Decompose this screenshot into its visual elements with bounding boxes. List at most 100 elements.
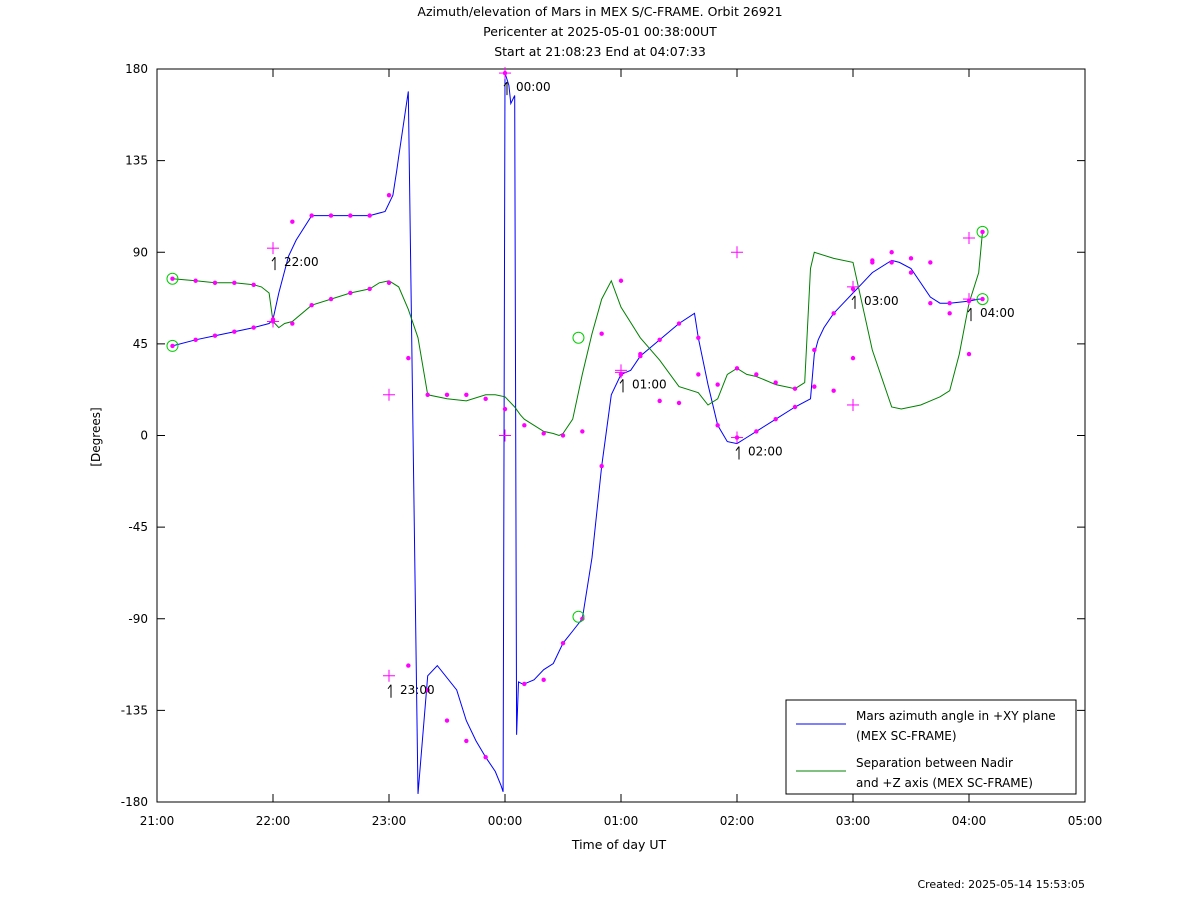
data-point [290,219,295,224]
data-point [715,423,720,428]
chart-title: Azimuth/elevation of Mars in MEX S/C-FRA… [417,4,783,19]
y-tick-label: -180 [121,795,148,809]
x-tick-label: 03:00 [836,814,871,828]
data-point [367,213,372,218]
data-point [831,311,836,316]
data-point [464,392,469,397]
data-point [170,276,175,281]
x-tick-label: 22:00 [256,814,291,828]
data-point [870,260,875,265]
data-point [980,296,985,302]
data-point [290,321,295,326]
y-tick-label: 0 [140,429,148,443]
data-point [947,311,952,316]
y-axis-label: [Degrees] [89,407,103,467]
data-point [232,280,237,285]
data-point [966,351,972,357]
legend-box [785,699,1077,795]
data-point [444,718,450,723]
data-point [406,663,411,668]
time-annotation: 02:00 [748,445,783,459]
data-point [889,250,894,255]
data-point [444,392,450,397]
annotation-pointer [735,446,740,451]
x-tick-label: 05:00 [1068,814,1103,828]
data-point [980,229,985,235]
data-point [850,355,856,361]
data-point [831,388,836,393]
data-point [812,384,817,389]
data-point [309,302,314,308]
x-tick-label: 04:00 [952,814,987,828]
data-point [696,335,701,340]
x-tick-label: 23:00 [372,814,407,828]
data-point [193,278,198,283]
data-point [386,193,392,198]
data-point [309,213,314,218]
data-point [251,282,256,288]
chart-subtitle-start-end: Start at 21:08:23 End at 04:07:33 [494,44,706,59]
x-tick-label: 00:00 [488,814,523,828]
data-point [754,429,759,434]
event-circle-marker [976,293,989,306]
data-point [696,372,701,377]
chart-subtitle-pericenter: Pericenter at 2025-05-01 00:38:00UT [483,24,717,39]
data-point [908,256,914,261]
data-point [170,343,175,349]
data-point [928,260,933,265]
data-point [947,300,952,306]
data-point [522,681,527,687]
annotation-pointer [619,379,624,384]
data-point [638,351,643,357]
plot-frame [156,68,1086,803]
data-point [502,406,508,412]
annotation-pointer [851,295,856,301]
event-circle-marker [572,331,585,344]
data-point [193,337,198,343]
x-axis-label: Time of day UT [571,837,667,852]
time-annotation: 00:00 [516,80,551,94]
data-point [328,296,334,302]
data-point [773,380,778,385]
y-tick-label: 180 [125,62,148,76]
data-point [792,386,798,391]
event-circle-marker [572,610,585,623]
data-point [406,355,411,361]
data-point [657,398,662,404]
data-point [386,280,392,285]
data-point [251,325,256,330]
annotation-pointer [503,81,508,87]
data-point [928,300,933,306]
data-point [425,392,430,397]
series-line-0 [172,72,983,794]
time-annotation: 01:00 [632,377,667,391]
data-point [560,640,566,646]
data-point [541,431,546,436]
data-point [232,329,237,334]
data-point [212,280,218,285]
data-point [618,278,624,283]
data-point [348,290,353,296]
data-point [599,331,604,336]
data-point [464,738,469,744]
created-timestamp: Created: 2025-05-14 15:53:05 [917,878,1085,891]
y-tick-label: 90 [133,245,148,259]
event-circle-marker [166,272,179,285]
data-point [676,321,682,326]
y-tick-label: -135 [121,703,148,717]
data-point [541,677,546,683]
legend-label-0: Mars azimuth angle in +XY plane (MEX SC-F… [856,709,1056,743]
x-tick-label: 21:00 [140,814,175,828]
data-point [425,687,430,693]
time-annotation: 23:00 [400,683,435,697]
y-tick-label: 45 [133,337,148,351]
data-point [792,404,798,410]
data-point [328,213,334,218]
data-point [483,396,488,402]
data-point [773,417,778,422]
event-circle-marker [166,339,179,352]
data-point [908,270,914,275]
x-tick-label: 02:00 [720,814,755,828]
data-point [212,333,218,338]
